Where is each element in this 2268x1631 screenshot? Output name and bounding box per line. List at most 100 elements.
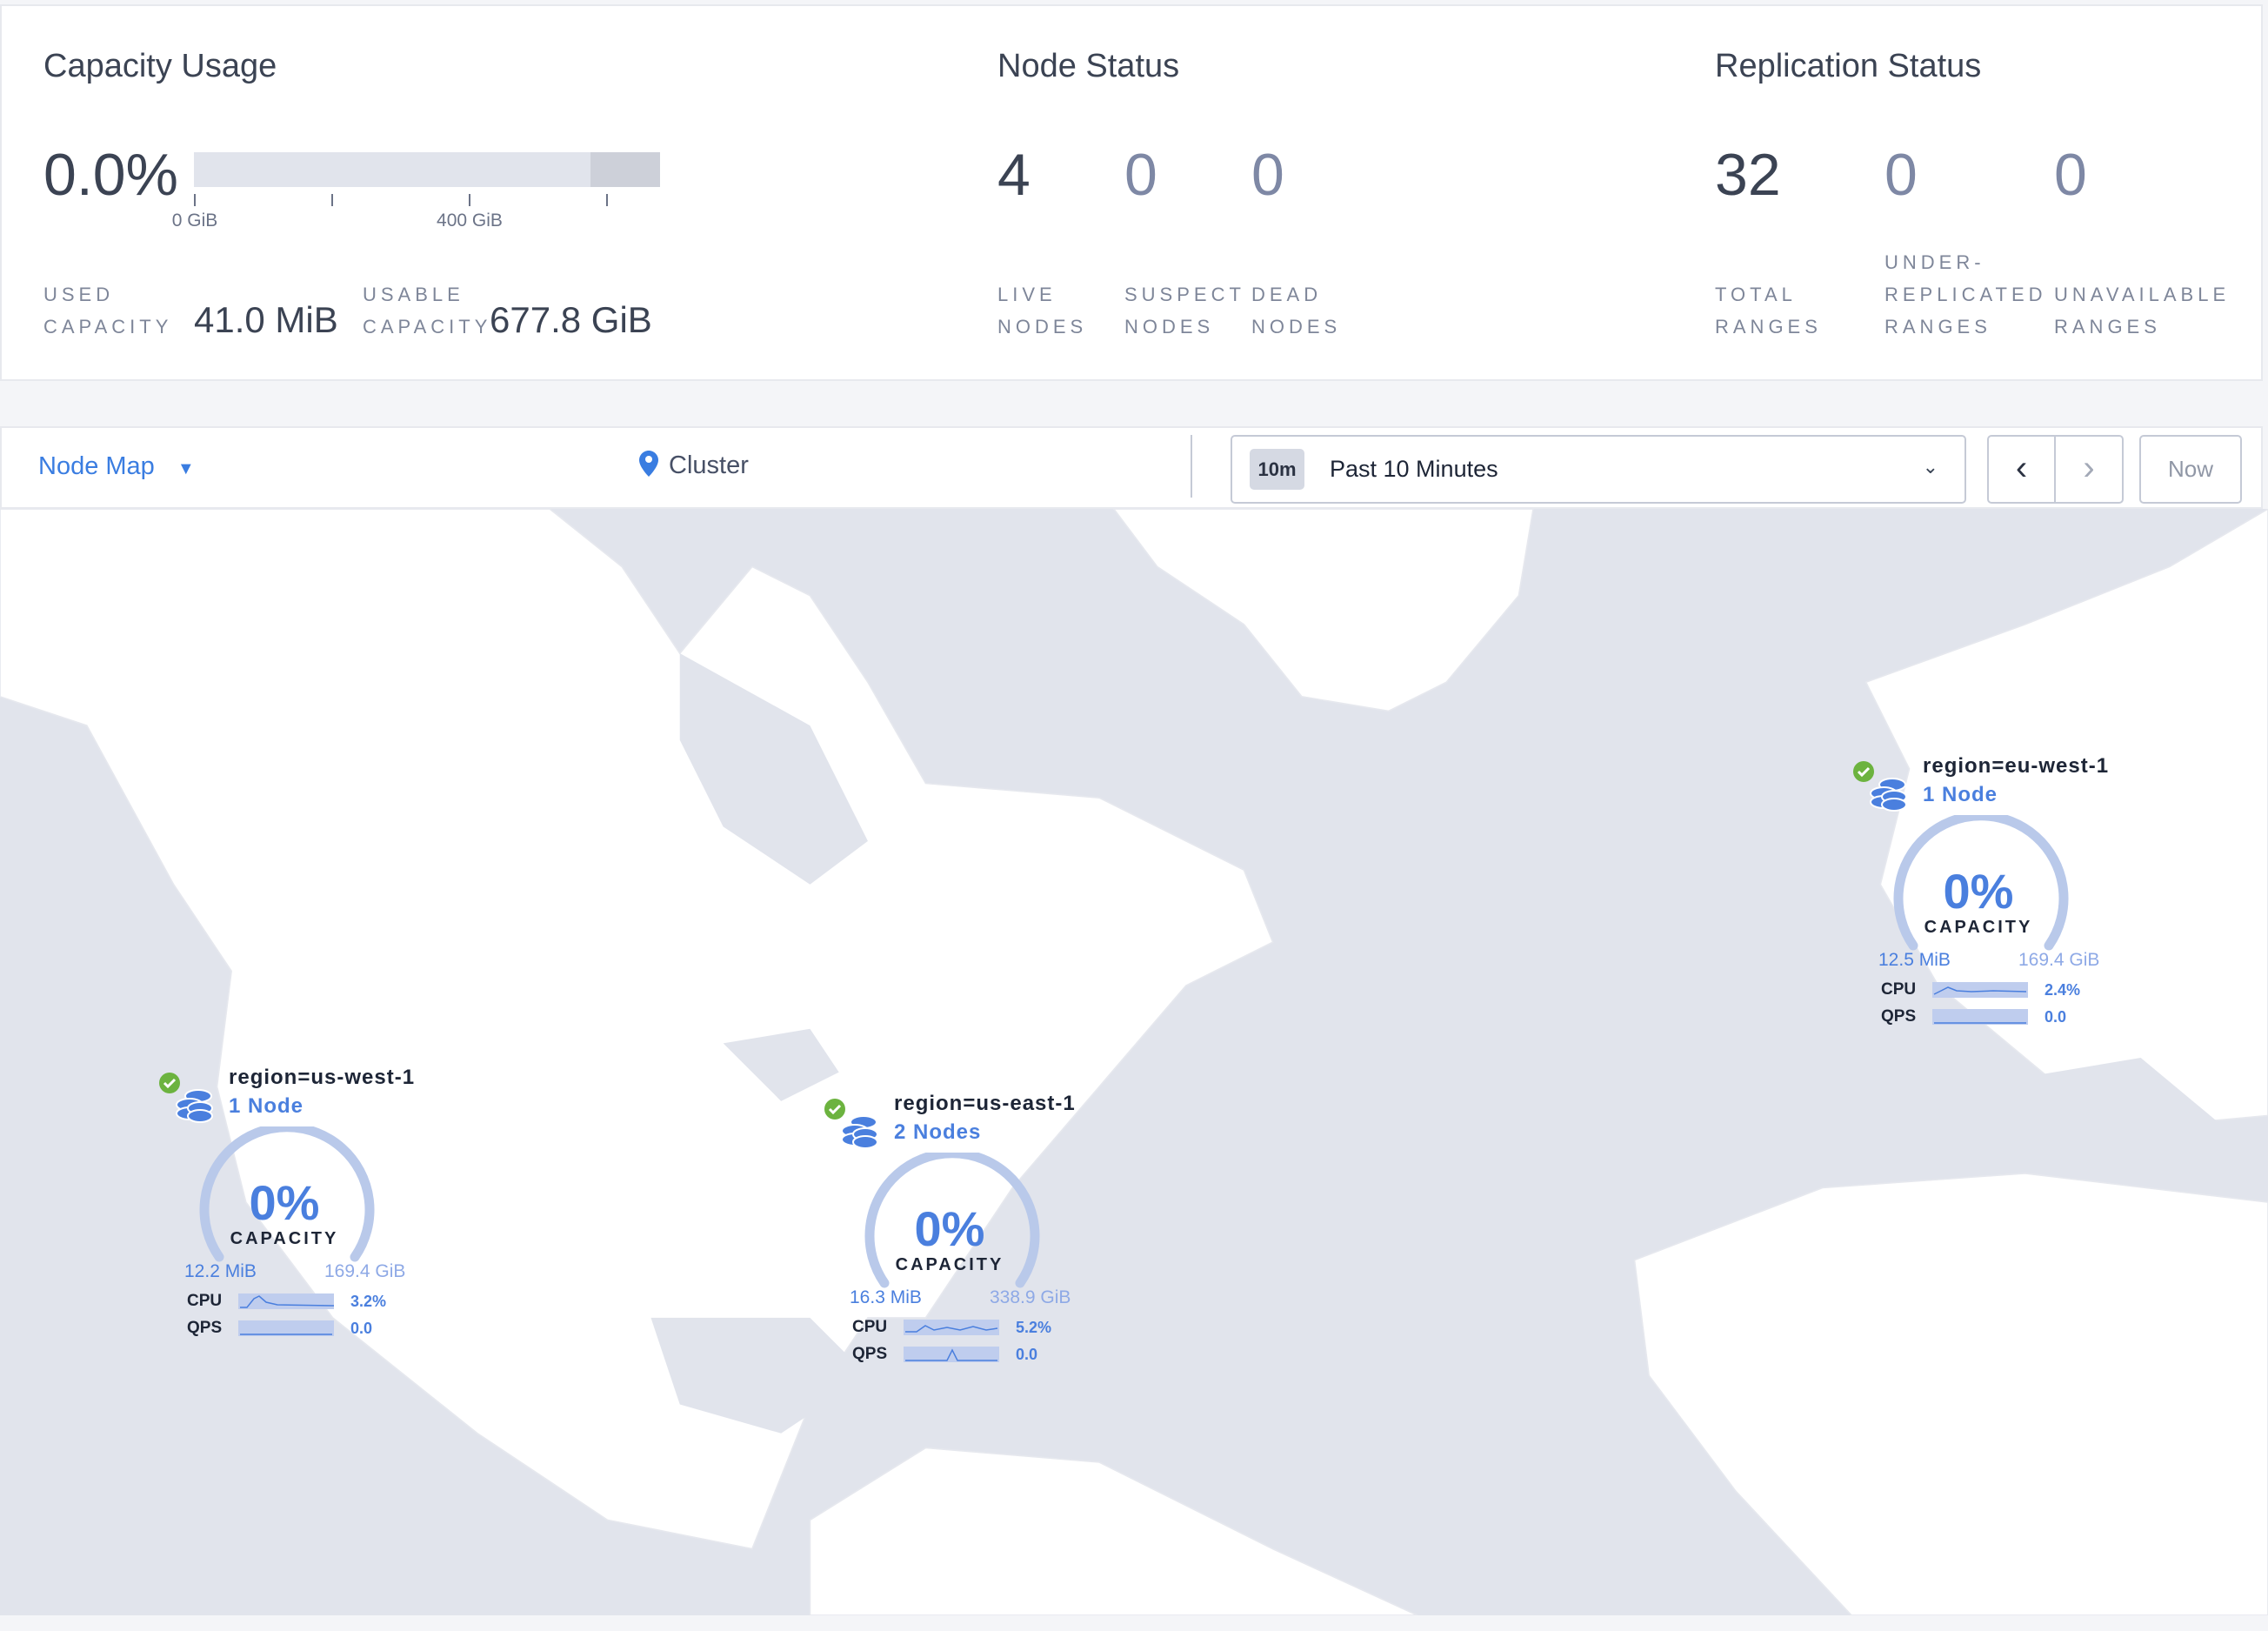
usable-capacity-value: 677.8 GiB: [490, 299, 652, 340]
healthy-check-icon: [159, 1073, 180, 1093]
land-greenland: [1112, 509, 1534, 712]
under-replicated-label: UNDER- REPLICATED RANGES: [1884, 246, 2047, 343]
total-capacity: 169.4 GiB: [324, 1261, 406, 1281]
map-toolbar: Node Map ▼ Cluster 10m Past 10 Minutes ⌄ …: [0, 426, 2263, 509]
cpu-label: CPU: [1881, 980, 1917, 999]
region-marker-us-west-1[interactable]: region=us-west-1 1 Node 0% CAPACITY 12.2…: [157, 1066, 504, 1383]
dead-nodes-value: 0: [1251, 142, 1284, 208]
now-button[interactable]: Now: [2139, 435, 2242, 504]
database-icon: [176, 1089, 213, 1123]
label-line: USABLE: [363, 284, 464, 305]
label-line: UNAVAILABLE: [2054, 284, 2231, 305]
time-nav: ‹ ›: [1987, 435, 2124, 504]
region-marker-us-east-1[interactable]: region=us-east-1 2 Nodes 0% CAPACITY 16.…: [822, 1092, 1170, 1409]
land-africa: [1633, 1173, 2268, 1615]
view-selector[interactable]: Node Map ▼: [38, 452, 195, 481]
label-line: REPLICATED: [1884, 284, 2047, 305]
node-count[interactable]: 1 Node: [1923, 783, 1998, 806]
cpu-value: 5.2%: [1016, 1319, 1052, 1336]
view-selector-label: Node Map: [38, 452, 155, 480]
qps-sparkline: [1932, 1009, 2028, 1025]
qps-label: QPS: [187, 1319, 223, 1337]
cpu-sparkline: [1932, 982, 2028, 998]
divider: [1191, 435, 1192, 498]
label-line: CAPACITY: [363, 316, 492, 338]
water-great-lakes: [723, 1028, 839, 1101]
label-line: USED: [43, 284, 115, 305]
capacity-percent: 0%: [1943, 864, 2014, 919]
unavailable-value: 0: [2054, 142, 2087, 208]
qps-sparkline: [238, 1320, 334, 1336]
caret-down-icon: ▼: [177, 459, 195, 478]
used-capacity-value: 41.0 MiB: [194, 299, 338, 340]
qps-label: QPS: [1881, 1007, 1917, 1026]
capacity-bar-reserved: [590, 152, 660, 187]
label-line: SUSPECT: [1124, 284, 1245, 305]
capacity-gauge: [1893, 815, 2069, 951]
live-nodes-value: 4: [997, 142, 1031, 208]
cpu-value: 3.2%: [350, 1293, 387, 1310]
suspect-nodes-value: 0: [1124, 142, 1157, 208]
unavailable-label: UNAVAILABLE RANGES: [2054, 278, 2230, 343]
tick: [331, 194, 333, 206]
breadcrumb[interactable]: Cluster: [639, 451, 749, 480]
label-line: CAPACITY: [43, 316, 173, 338]
label-line: LIVE: [997, 284, 1057, 305]
database-icon: [841, 1115, 878, 1149]
capacity-gauge: [199, 1126, 375, 1262]
usable-capacity-label: USABLE CAPACITY: [363, 278, 491, 343]
capacity-title: Capacity Usage: [43, 48, 277, 84]
qps-value: 0.0: [350, 1320, 373, 1337]
previous-button[interactable]: ‹: [1989, 437, 2056, 502]
qps-sparkline: [904, 1347, 999, 1362]
capacity-percent: 0.0%: [43, 142, 178, 208]
label-line: RANGES: [1715, 316, 1822, 338]
world-map: [0, 509, 2268, 1615]
healthy-check-icon: [1853, 761, 1874, 782]
capacity-bar: [194, 152, 660, 187]
tick: [469, 194, 470, 206]
label-line: NODES: [1124, 316, 1215, 338]
next-button[interactable]: ›: [2056, 437, 2122, 502]
replication-title: Replication Status: [1715, 48, 1982, 84]
region-marker-eu-west-1[interactable]: region=eu-west-1 1 Node 0% CAPACITY 12.5…: [1851, 754, 2198, 1072]
total-capacity: 169.4 GiB: [2018, 950, 2100, 970]
region-name: region=us-west-1: [229, 1066, 416, 1089]
tick-label: 0 GiB: [171, 211, 218, 231]
node-count[interactable]: 2 Nodes: [894, 1120, 982, 1144]
label-line: UNDER-: [1884, 251, 1985, 273]
land-north-america: [0, 509, 1274, 1550]
used-capacity-label: USED CAPACITY: [43, 278, 172, 343]
used-capacity: 12.5 MiB: [1878, 950, 1951, 970]
cpu-sparkline: [904, 1320, 999, 1335]
qps-value: 0.0: [2045, 1008, 2067, 1026]
live-nodes-label: LIVE NODES: [997, 278, 1087, 343]
chevron-down-icon: ⌄: [1922, 456, 1938, 478]
tick-label: 400 GiB: [437, 211, 503, 231]
water-hudson-bay: [679, 653, 868, 885]
tick: [194, 194, 196, 206]
qps-value: 0.0: [1016, 1346, 1038, 1363]
water-mediterranean: [1967, 1058, 2228, 1160]
time-range-dropdown[interactable]: 10m Past 10 Minutes ⌄: [1231, 435, 1966, 504]
capacity-gauge: [864, 1153, 1040, 1288]
capacity-percent: 0%: [914, 1201, 985, 1256]
node-count[interactable]: 1 Node: [229, 1094, 304, 1118]
used-capacity: 12.2 MiB: [184, 1261, 257, 1281]
total-ranges-value: 32: [1715, 142, 1781, 208]
capacity-label: CAPACITY: [230, 1229, 339, 1248]
label-line: TOTAL: [1715, 284, 1797, 305]
capacity-percent: 0%: [249, 1175, 320, 1230]
chevron-left-icon: ‹: [2015, 449, 2028, 487]
used-capacity: 16.3 MiB: [850, 1287, 922, 1307]
tick: [606, 194, 608, 206]
healthy-check-icon: [824, 1099, 845, 1120]
label-line: NODES: [1251, 316, 1342, 338]
under-replicated-value: 0: [1884, 142, 1918, 208]
region-name: region=us-east-1: [894, 1092, 1076, 1115]
node-map[interactable]: region=us-west-1 1 Node 0% CAPACITY 12.2…: [0, 509, 2268, 1615]
total-capacity: 338.9 GiB: [990, 1287, 1071, 1307]
cpu-label: CPU: [187, 1292, 223, 1310]
capacity-label: CAPACITY: [1924, 918, 2033, 937]
total-ranges-label: TOTAL RANGES: [1715, 278, 1822, 343]
